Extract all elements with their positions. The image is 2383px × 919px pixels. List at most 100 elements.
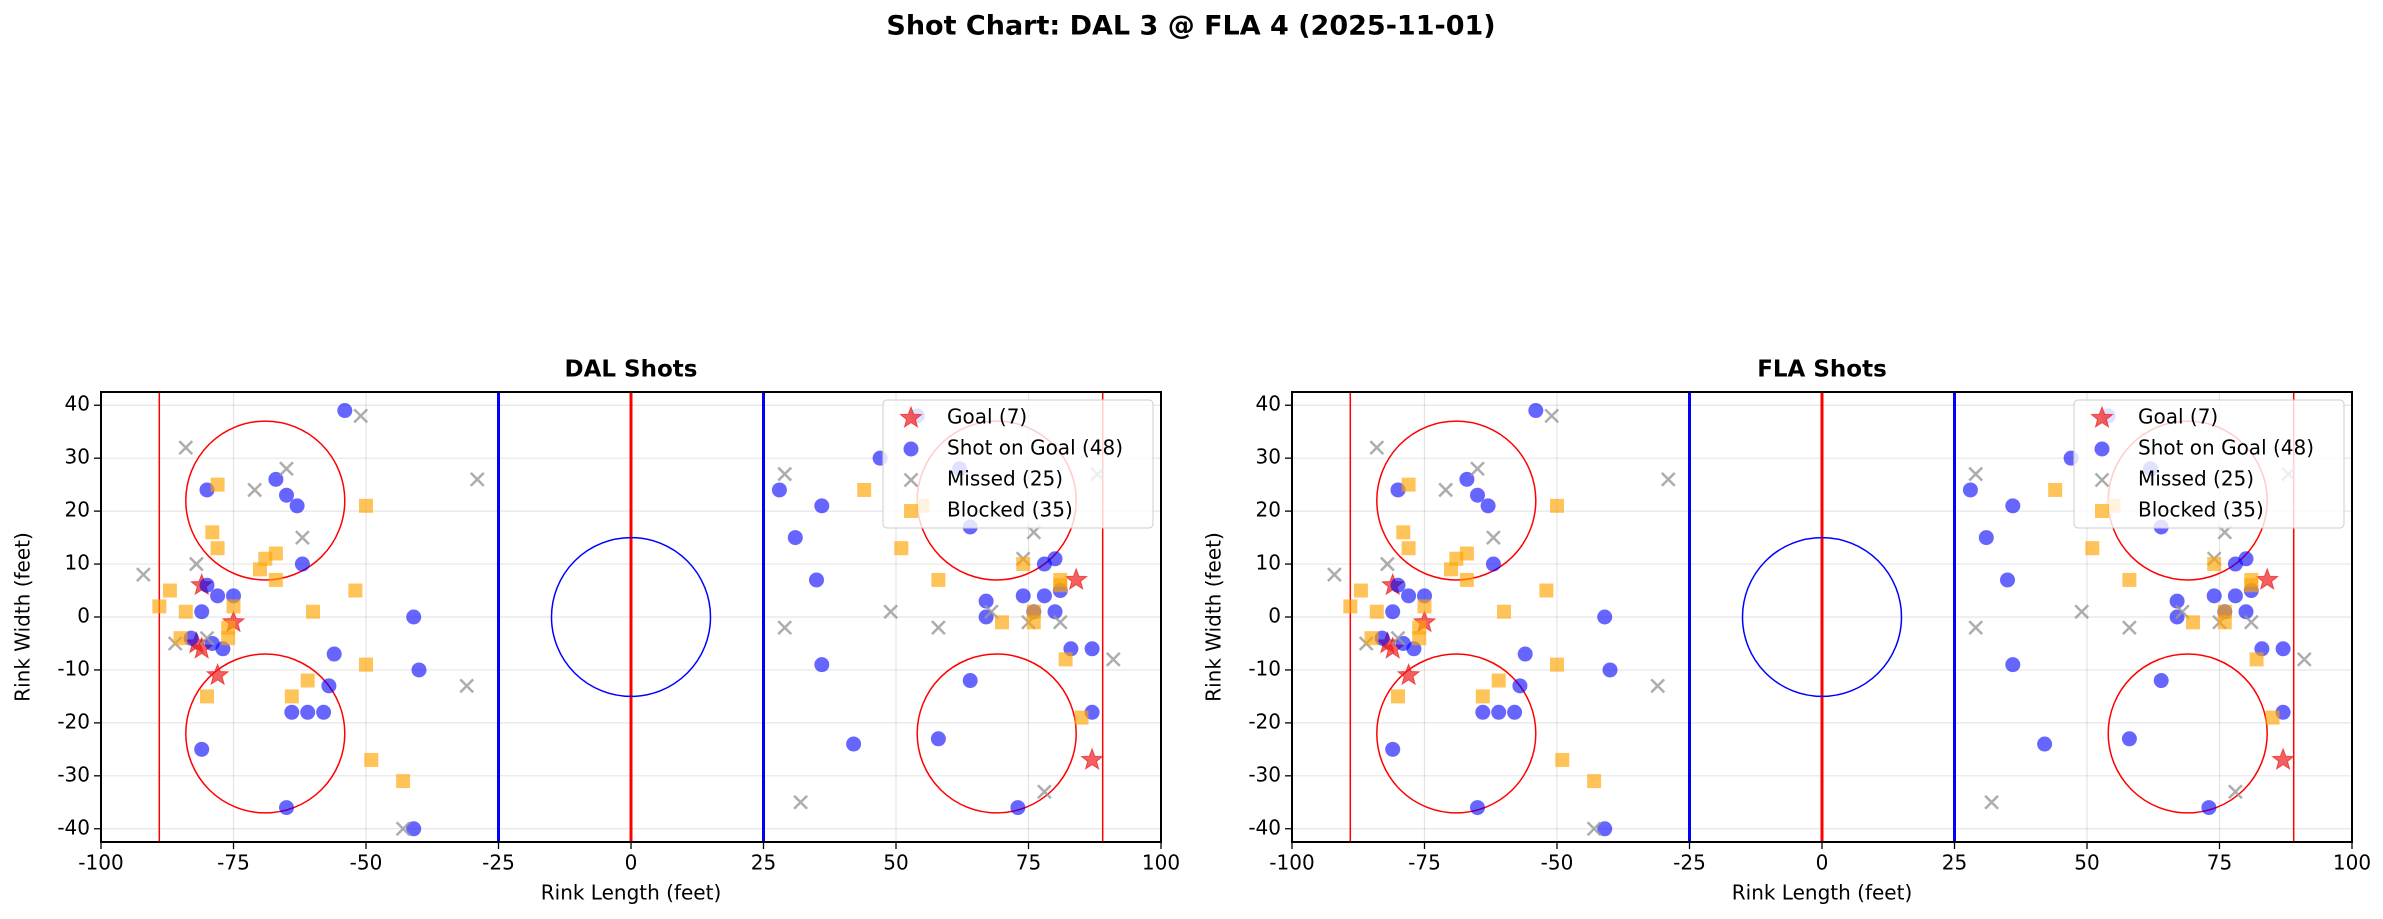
missed-marker [199,630,215,646]
blocked-marker [2217,604,2232,619]
faceoff-circle [2107,653,2268,814]
shot-marker [2169,593,2185,609]
shot-marker [1512,678,1528,694]
blocked-marker [2244,578,2259,593]
missed-marker [279,461,294,477]
shot-marker [1491,704,1507,720]
goal-marker [2271,747,2295,770]
shot-marker [1978,530,1994,546]
blocked-marker [1401,477,1416,492]
blocked-marker [221,631,236,646]
blocked-marker [1026,615,1041,630]
shot-marker [194,604,210,620]
shot-marker [1507,704,1523,720]
shot-marker [294,556,310,572]
shot-marker [279,800,294,816]
y-tick-label: -40 [1248,815,1281,839]
shot-marker [1015,588,1031,604]
shot-marker [1470,487,1485,503]
shot-marker [1480,498,1496,514]
missed-marker [1968,466,1984,482]
blocked-marker [396,774,411,789]
missed-marker [1586,821,1602,837]
blocked-marker [258,551,273,566]
missed-marker [777,620,793,635]
shot-marker [1528,403,1544,419]
shot-marker [279,487,294,503]
missed-marker [178,440,194,455]
missed-marker [1984,794,1999,810]
missed-marker [1327,567,1342,583]
shot-marker [406,821,422,837]
blocked-marker [226,599,241,614]
blocked-marker [1475,689,1490,704]
shot-marker [1517,646,1533,662]
blocked-marker [152,599,167,614]
shot-marker [284,704,300,720]
blocked-marker [359,657,373,672]
goal-marker [1064,567,1089,590]
missed-marker [777,466,793,482]
faceoff-circle [1376,420,1537,581]
subplot-title: DAL Shots [565,357,698,383]
x-tick-label: -50 [350,851,383,875]
blocked-marker [221,620,236,635]
y-tick-label: 40 [1256,392,1281,416]
y-tick-label: -10 [57,656,90,680]
x-tick-label: 25 [1942,851,1967,875]
missed-marker [136,567,151,583]
subplot: DAL Shots Rink Length (feet) Rink Width (f… [11,357,1181,905]
blocked-marker [210,541,225,556]
x-tick-label: 0 [625,851,638,875]
shot-marker [210,588,226,604]
legend-marker [899,405,923,429]
shot-marker [2121,731,2137,747]
missed-marker [1105,651,1121,667]
shot-marker [1459,471,1475,487]
shot-marker [289,498,305,514]
legend-label: Goal (7) [947,405,1027,429]
missed-marker [1650,678,1666,694]
shot-marker [2037,736,2053,752]
blocked-marker [300,673,315,688]
subplot-title: FLA Shots [1757,357,1887,383]
y-tick-label: 30 [65,445,90,469]
goal-marker [2255,567,2280,590]
blocked-marker [1491,673,1506,688]
missed-marker [469,471,485,487]
legend-marker [2090,405,2114,429]
missed-marker [1380,556,1395,572]
shot-marker [268,471,284,487]
missed-marker [2074,604,2090,620]
shot-marker [1962,482,1978,498]
center-circle [1741,536,1903,698]
missed-marker [459,678,475,694]
shot-marker [787,530,803,546]
blocked-marker [2249,652,2264,667]
legend-marker [2094,441,2110,457]
blocked-marker [1353,583,1368,598]
blocked-marker [1074,710,1089,725]
rink [158,392,1104,842]
shot-marker [930,731,946,747]
blocked-marker [995,615,1009,630]
blocked-marker [1412,631,1427,646]
blocked-marker [1417,599,1432,614]
shot-marker [1047,604,1063,620]
y-tick-label: 20 [65,498,90,522]
blocked-marker [1016,557,1031,572]
x-tick-label: 100 [2333,851,2371,875]
legend: Goal (7) Shot on Goal (48) Missed (25) Bloc… [2073,399,2345,529]
blocked-marker [857,482,872,497]
x-tick-label: -75 [217,851,250,875]
blocked-marker [1412,620,1427,635]
faceoff-circle [185,420,346,581]
missed-marker [1438,482,1454,498]
legend-label: Shot on Goal (48) [2138,436,2314,460]
blocked-marker [931,572,946,587]
x-tick-label: 100 [1142,851,1180,875]
blocked-marker [306,604,320,619]
shot-marker [321,678,337,694]
shot-marker [2227,588,2243,604]
